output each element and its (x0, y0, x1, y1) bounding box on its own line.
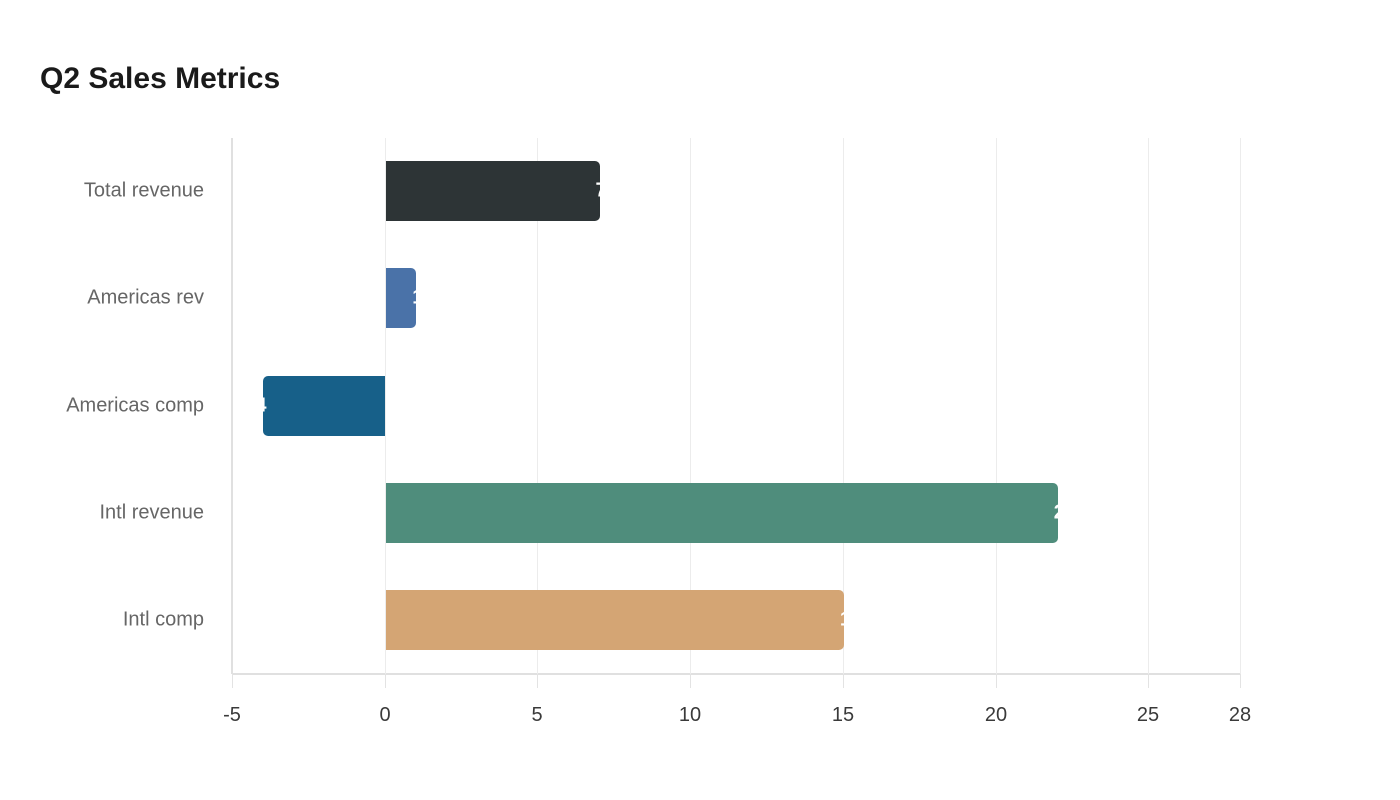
x-tick-mark (1148, 674, 1149, 688)
x-tick-mark (385, 674, 386, 688)
x-tick-mark (690, 674, 691, 688)
x-tick-mark (1240, 674, 1241, 688)
bar[interactable]: -4 (262, 375, 385, 436)
y-category-label: Americas rev (87, 286, 204, 309)
x-tick-label: -5 (223, 704, 241, 726)
bar-value-label: -4 (263, 394, 267, 417)
x-tick-mark (843, 674, 844, 688)
x-axis-line (232, 673, 1240, 675)
bar[interactable]: 15 (385, 590, 844, 650)
y-category-label: Intl comp (122, 608, 204, 631)
gridline (385, 138, 386, 674)
x-tick-label: 10 (678, 704, 702, 726)
x-tick-label: 28 (1228, 704, 1252, 726)
y-axis-line (231, 138, 233, 674)
bar-value-label: 22 (1054, 501, 1058, 524)
bar-value-label: 15 (840, 609, 844, 632)
x-tick-label: 5 (531, 704, 543, 726)
y-category-label: Intl revenue (99, 501, 204, 524)
gridline (537, 138, 538, 674)
bar-value-label: 7 (596, 180, 600, 203)
x-tick-mark (232, 674, 233, 688)
x-tick-mark (996, 674, 997, 688)
x-tick-label: 0 (379, 704, 391, 726)
x-tick-label: 25 (1136, 704, 1160, 726)
x-tick-label: 15 (831, 704, 855, 726)
bar[interactable]: 7 (385, 161, 600, 221)
bar-value-label: 1 (412, 287, 416, 310)
gridline (1148, 138, 1149, 674)
y-category-label: Americas comp (66, 394, 204, 416)
y-category-label: Total revenue (83, 179, 204, 202)
gridline (1240, 138, 1241, 674)
x-tick-label: 20 (984, 704, 1008, 726)
bar[interactable]: 22 (385, 482, 1058, 543)
gridline (996, 138, 997, 674)
bar[interactable]: 1 (385, 268, 417, 329)
gridline (690, 138, 691, 674)
x-tick-mark (537, 674, 538, 688)
chart-title: Q2 Sales Metrics (40, 62, 281, 95)
gridline (843, 138, 844, 674)
